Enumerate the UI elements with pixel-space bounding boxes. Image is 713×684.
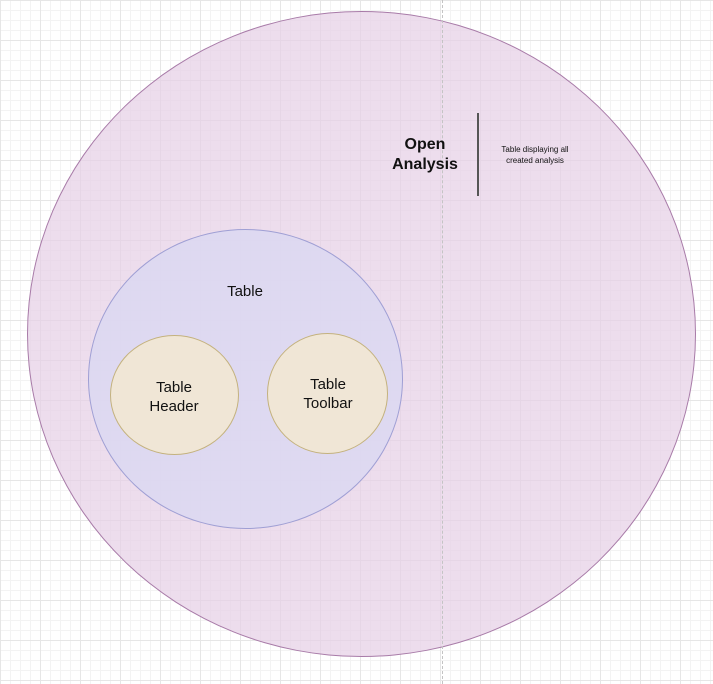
- open-analysis-description: Table displaying all created analysis: [501, 145, 569, 165]
- table-toolbar-label: Table Toolbar: [303, 376, 353, 412]
- page-break-guide: [442, 0, 443, 684]
- annotation-bracket: [477, 113, 479, 196]
- table-node-label: Table: [227, 283, 263, 300]
- table-toolbar-node[interactable]: [267, 333, 388, 454]
- open-analysis-title: Open Analysis: [392, 136, 458, 173]
- table-header-label: Table Header: [149, 379, 199, 415]
- table-header-node[interactable]: [110, 335, 239, 455]
